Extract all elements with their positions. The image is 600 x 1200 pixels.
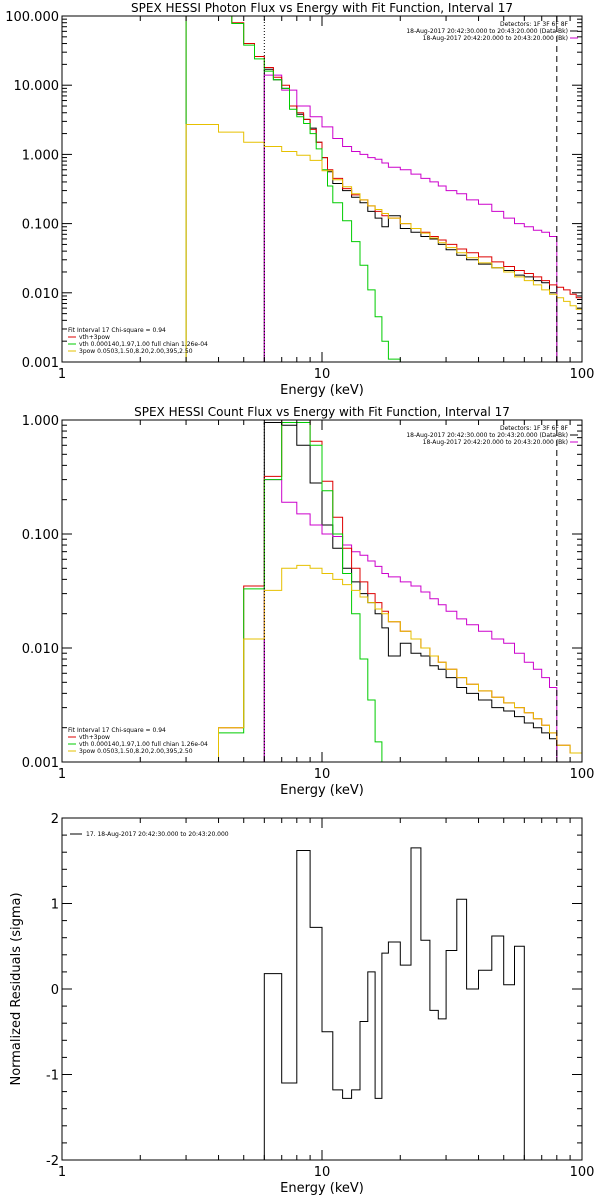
series-line-4 bbox=[218, 564, 582, 762]
series-group bbox=[263, 847, 525, 1160]
series-line-3 bbox=[218, 422, 383, 762]
y-tick-label: 1.000 bbox=[22, 148, 59, 163]
legend-entry: vth+3pow bbox=[79, 334, 110, 341]
y-tick-label: 2 bbox=[51, 812, 59, 827]
legend-entry: vth+3pow bbox=[79, 734, 110, 741]
series-line-3 bbox=[185, 16, 401, 362]
series-line-1 bbox=[263, 479, 558, 762]
y-tick-label: 0.010 bbox=[22, 287, 59, 302]
y-tick-label: 100.000 bbox=[5, 10, 59, 25]
x-tick-label: 100 bbox=[570, 1165, 595, 1180]
y-axis-label: Normalized Residuals (sigma) bbox=[9, 892, 24, 1085]
header-line: 18-Aug-2017 20:42:20.000 to 20:43:20.000… bbox=[423, 35, 568, 42]
chart-title: SPEX HESSI Count Flux vs Energy with Fit… bbox=[134, 405, 510, 419]
header-line: 18-Aug-2017 20:42:20.000 to 20:43:20.000… bbox=[423, 439, 568, 446]
series-line-1 bbox=[263, 74, 558, 362]
series-line-0 bbox=[263, 422, 558, 762]
series-line-2 bbox=[218, 420, 582, 762]
legend-entry: 17. 18-Aug-2017 20:42:30.000 to 20:43:20… bbox=[86, 831, 229, 838]
x-tick-label: 1 bbox=[58, 767, 66, 782]
chart-title: SPEX HESSI Photon Flux vs Energy with Fi… bbox=[131, 1, 513, 15]
x-tick-label: 1 bbox=[58, 367, 66, 382]
y-tick-label: 1.000 bbox=[22, 414, 59, 429]
y-tick-label: 0.001 bbox=[22, 356, 59, 371]
y-tick-label: 0.100 bbox=[22, 528, 59, 543]
header-line: Detectors: 1F 3F 6F 8F bbox=[500, 425, 569, 432]
x-axis-label: Energy (keV) bbox=[280, 383, 364, 398]
legend-entry: Fit Interval 17 Chi-square = 0.94 bbox=[68, 727, 166, 734]
y-tick-label: 10.000 bbox=[14, 79, 60, 94]
y-tick-label: 0.100 bbox=[22, 218, 59, 233]
y-tick-label: 1 bbox=[51, 898, 59, 913]
panel-1: SPEX HESSI Photon Flux vs Energy with Fi… bbox=[5, 1, 595, 398]
legend-entry: 3pow 0.0503,1.50,8.20,2.00,395,2.50 bbox=[79, 748, 193, 755]
x-tick-label: 10 bbox=[314, 767, 331, 782]
series-line-4 bbox=[185, 124, 582, 362]
series-line-0 bbox=[263, 847, 525, 1160]
legend-entry: Fit Interval 17 Chi-square = 0.94 bbox=[68, 327, 166, 334]
series-group bbox=[218, 420, 582, 762]
x-tick-label: 100 bbox=[570, 367, 595, 382]
panel-2: SPEX HESSI Count Flux vs Energy with Fit… bbox=[22, 405, 595, 798]
legend-entry: vth 0.000140,1.97,1.00 full chian 1.26e-… bbox=[79, 341, 208, 348]
panel-3: 1 10 100 -2 -1 0 1 2 Energy (keV) Normalized Resi… bbox=[9, 812, 594, 1196]
x-tick-label: 10 bbox=[314, 367, 331, 382]
header-line: 18-Aug-2017 20:42:30.000 to 20:43:20.000… bbox=[406, 432, 568, 439]
series-line-2 bbox=[185, 16, 582, 362]
x-axis-label: Energy (keV) bbox=[280, 783, 364, 798]
y-tick-label: 0.010 bbox=[22, 642, 59, 657]
y-tick-label: -2 bbox=[46, 1154, 59, 1169]
legend-entry: 3pow 0.0503,1.50,8.20,2.00,395,2.50 bbox=[79, 348, 193, 355]
x-axis-label: Energy (keV) bbox=[280, 1181, 364, 1196]
header-line: 18-Aug-2017 20:42:30.000 to 20:43:20.000… bbox=[406, 28, 568, 35]
series-group bbox=[185, 16, 582, 362]
legend-entry: vth 0.000140,1.97,1.00 full chian 1.26e-… bbox=[79, 741, 208, 748]
plot-frame bbox=[61, 15, 583, 363]
header-line: Detectors: 1F 3F 6F 8F bbox=[500, 21, 569, 28]
y-tick-label: -1 bbox=[46, 1069, 59, 1084]
y-tick-label: 0 bbox=[51, 983, 59, 998]
x-tick-label: 100 bbox=[570, 767, 595, 782]
y-tick-label: 0.001 bbox=[22, 756, 59, 771]
x-tick-label: 1 bbox=[58, 1165, 66, 1180]
x-tick-label: 10 bbox=[314, 1165, 331, 1180]
